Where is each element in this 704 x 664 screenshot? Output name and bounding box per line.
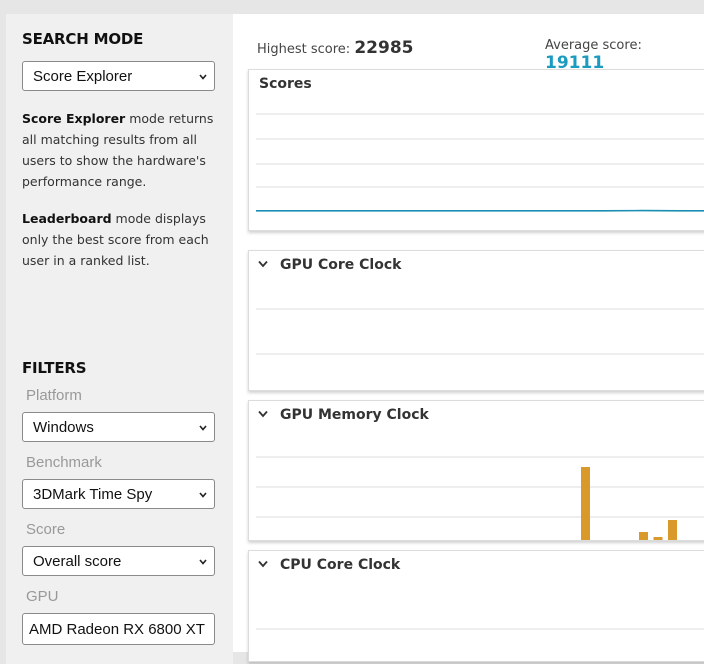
benchmark-value: 3DMark Time Spy xyxy=(33,486,152,503)
chevron-down-icon xyxy=(199,491,207,499)
gpu-memory-clock-bar xyxy=(654,537,663,540)
search-mode-value: Score Explorer xyxy=(33,68,132,85)
cpu-core-clock-chart xyxy=(249,551,704,661)
score-explorer-term: Score Explorer xyxy=(22,111,125,126)
gpu-memory-clock-bar xyxy=(668,520,677,540)
benchmark-label: Benchmark xyxy=(26,454,102,471)
gpu-memory-clock-panel[interactable]: GPU Memory Clock xyxy=(248,400,704,541)
platform-select[interactable]: Windows xyxy=(22,412,215,442)
leaderboard-term: Leaderboard xyxy=(22,211,112,226)
gpu-core-clock-chart xyxy=(249,251,704,390)
leaderboard-description: Leaderboard mode displays only the best … xyxy=(22,208,222,271)
average-score: Average score: 19111 xyxy=(545,38,704,73)
highest-score-label: Highest score: xyxy=(257,42,350,57)
gpu-value: AMD Radeon RX 6800 XT xyxy=(29,621,205,638)
score-select[interactable]: Overall score xyxy=(22,546,215,576)
filters-title: FILTERS xyxy=(22,359,86,377)
platform-value: Windows xyxy=(33,419,94,436)
gpu-search-input[interactable]: AMD Radeon RX 6800 XT xyxy=(22,613,215,645)
chevron-down-icon xyxy=(199,558,207,566)
gpu-memory-clock-bar xyxy=(639,532,648,540)
benchmark-select[interactable]: 3DMark Time Spy xyxy=(22,479,215,509)
search-mode-select[interactable]: Score Explorer xyxy=(22,61,215,91)
search-sidebar: SEARCH MODE Score Explorer Score Explore… xyxy=(6,14,233,664)
highest-score: Highest score: 22985 xyxy=(257,38,414,58)
scores-chart xyxy=(249,70,704,230)
chevron-down-icon xyxy=(199,73,207,81)
results-panel: Highest score: 22985 Average score: 1911… xyxy=(233,14,704,652)
scores-chart-panel: Scores xyxy=(248,69,704,231)
gpu-memory-clock-bar xyxy=(581,467,590,540)
score-value: Overall score xyxy=(33,553,121,570)
score-explorer-description: Score Explorer mode returns all matching… xyxy=(22,108,222,192)
gpu-label: GPU xyxy=(26,588,59,605)
average-score-label: Average score: xyxy=(545,38,642,53)
search-mode-title: SEARCH MODE xyxy=(22,30,143,48)
gpu-memory-clock-chart xyxy=(249,401,704,540)
highest-score-value: 22985 xyxy=(354,38,413,58)
cpu-core-clock-panel[interactable]: CPU Core Clock xyxy=(248,550,704,662)
chevron-down-icon xyxy=(199,424,207,432)
score-label: Score xyxy=(26,521,65,538)
platform-label: Platform xyxy=(26,387,82,404)
gpu-core-clock-panel[interactable]: GPU Core Clock xyxy=(248,250,704,391)
